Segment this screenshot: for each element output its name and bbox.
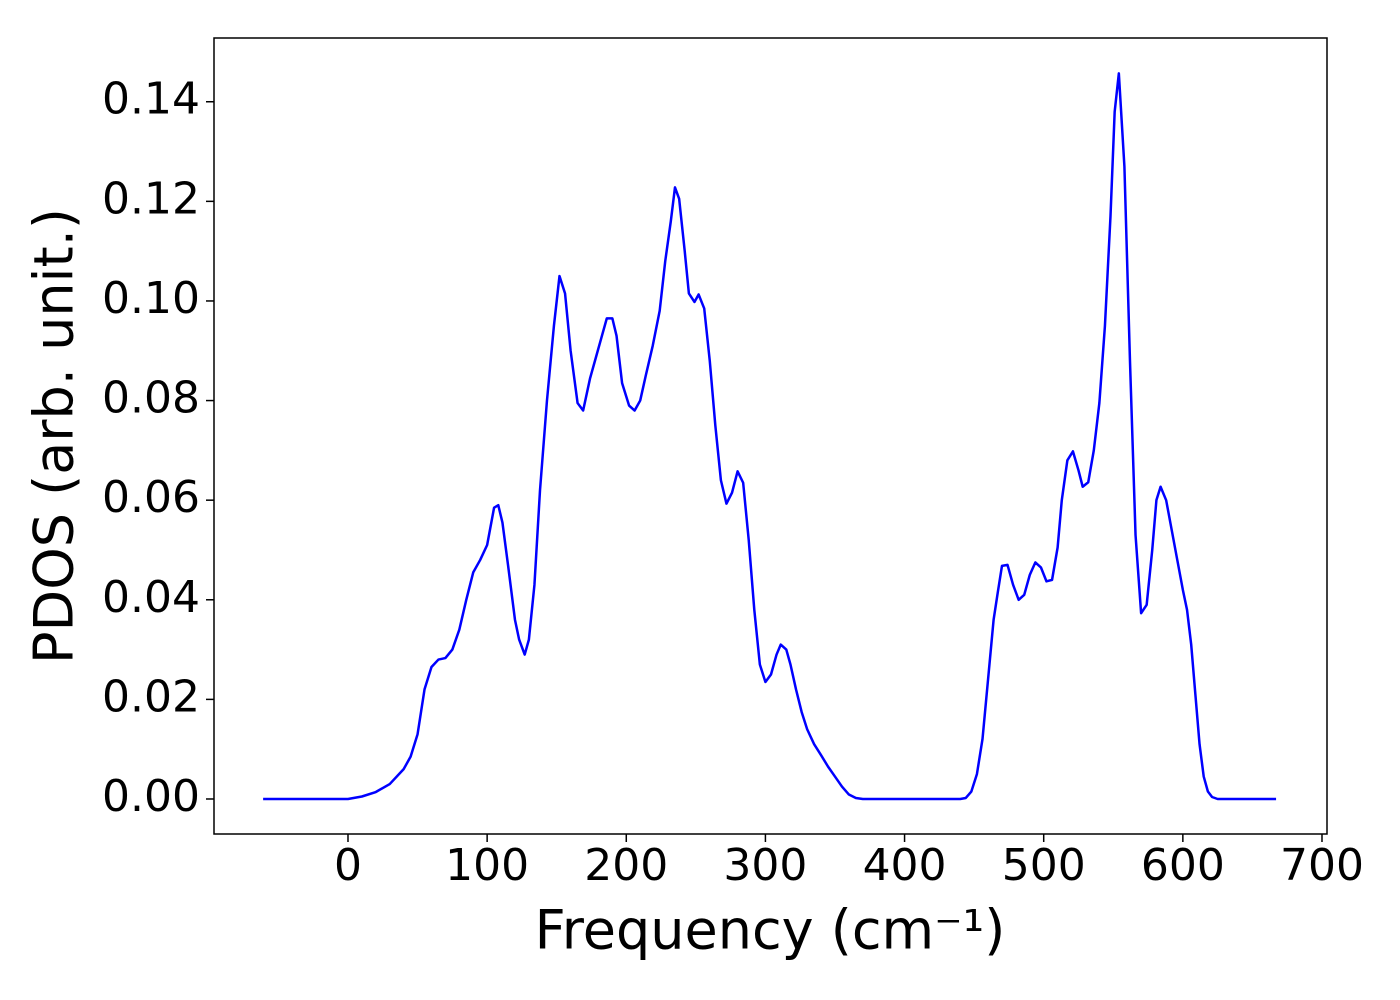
plot-frame: [213, 37, 1328, 835]
y-tick-label: 0.14: [102, 74, 200, 125]
x-tick-label: 500: [1002, 840, 1086, 891]
x-tick-label: 600: [1141, 840, 1225, 891]
y-tick-label: 0.08: [102, 373, 200, 424]
x-tick-label: 300: [723, 840, 807, 891]
data-line: [263, 72, 1277, 801]
y-tick-label: 0.02: [102, 671, 200, 722]
y-tick-label: 0.12: [102, 173, 200, 224]
y-axis-label: PDOS (arb. unit.): [23, 208, 86, 664]
x-tick-label: 400: [863, 840, 947, 891]
x-tick-label: 700: [1280, 840, 1364, 891]
x-tick-label: 200: [584, 840, 668, 891]
x-tick-label: 0: [334, 840, 362, 891]
x-tick-label: 100: [445, 840, 529, 891]
y-tick-label: 0.06: [102, 472, 200, 523]
y-tick-label: 0.10: [102, 273, 200, 324]
y-tick-label: 0.00: [102, 771, 200, 822]
y-tick-label: 0.04: [102, 572, 200, 623]
x-axis-label: Frequency (cm⁻¹): [535, 899, 1006, 962]
